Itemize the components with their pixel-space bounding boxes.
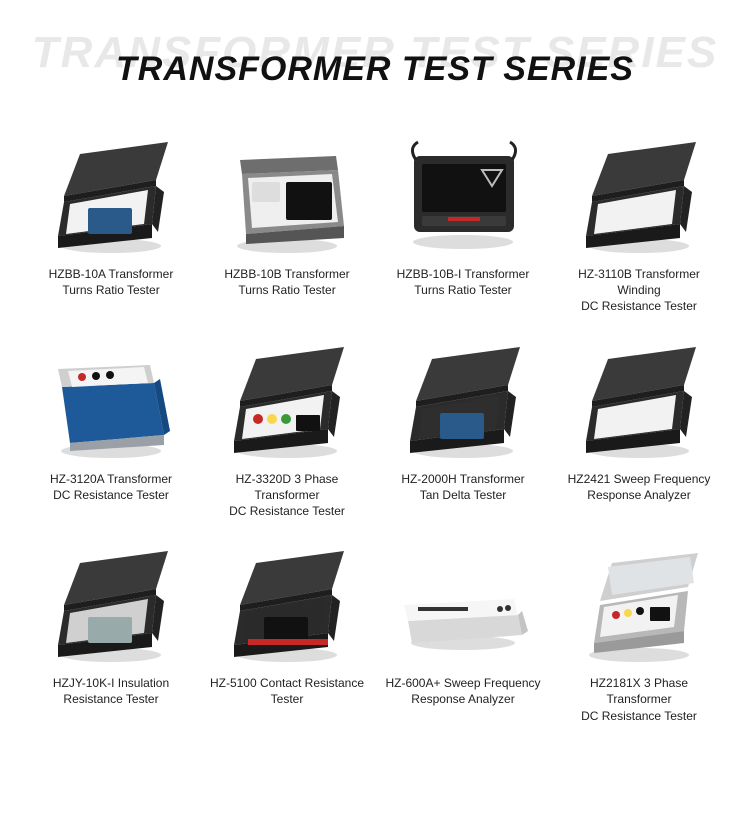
product-caption: HZ-2000H TransformerTan Delta Tester [399, 471, 526, 505]
product-caption: HZ-3110B Transformer WindingDC Resistanc… [556, 266, 722, 315]
product-image [388, 529, 538, 669]
product-image [564, 120, 714, 260]
product-card[interactable]: HZBB-10A TransformerTurns Ratio Tester [28, 120, 194, 315]
product-card[interactable]: HZ2181X 3 Phase TransformerDC Resistance… [556, 529, 722, 724]
product-image [388, 120, 538, 260]
product-caption: HZ-3120A TransformerDC Resistance Tester [48, 471, 174, 505]
product-card[interactable]: HZ-3120A TransformerDC Resistance Tester [28, 325, 194, 520]
product-caption: HZ-3320D 3 Phase TransformerDC Resistanc… [204, 471, 370, 520]
product-image [564, 325, 714, 465]
product-caption: HZ-600A+ Sweep FrequencyResponse Analyze… [383, 675, 542, 709]
product-grid: HZBB-10A TransformerTurns Ratio Tester H… [0, 110, 750, 744]
product-image [212, 325, 362, 465]
product-caption: HZ2421 Sweep FrequencyResponse Analyzer [566, 471, 713, 505]
page-header: TRANSFORMER TEST SERIES TRANSFORMER TEST… [0, 0, 750, 110]
product-caption: HZ-5100 Contact ResistanceTester [208, 675, 366, 709]
product-card[interactable]: HZ-3320D 3 Phase TransformerDC Resistanc… [204, 325, 370, 520]
product-caption: HZJY-10K-I InsulationResistance Tester [51, 675, 171, 709]
product-card[interactable]: HZBB-10B TransformerTurns Ratio Tester [204, 120, 370, 315]
product-card[interactable]: HZ-5100 Contact ResistanceTester [204, 529, 370, 724]
product-caption: HZBB-10A TransformerTurns Ratio Tester [47, 266, 176, 300]
product-card[interactable]: HZ-2000H TransformerTan Delta Tester [380, 325, 546, 520]
product-caption: HZ2181X 3 Phase TransformerDC Resistance… [556, 675, 722, 724]
product-image [388, 325, 538, 465]
product-image [36, 529, 186, 669]
title-foreground: TRANSFORMER TEST SERIES [0, 50, 750, 89]
product-caption: HZBB-10B TransformerTurns Ratio Tester [222, 266, 351, 300]
product-image [212, 120, 362, 260]
product-image [212, 529, 362, 669]
product-image [36, 120, 186, 260]
product-image [36, 325, 186, 465]
product-card[interactable]: HZ-600A+ Sweep FrequencyResponse Analyze… [380, 529, 546, 724]
product-caption: HZBB-10B-I TransformerTurns Ratio Tester [395, 266, 532, 300]
product-card[interactable]: HZBB-10B-I TransformerTurns Ratio Tester [380, 120, 546, 315]
product-card[interactable]: HZ2421 Sweep FrequencyResponse Analyzer [556, 325, 722, 520]
product-image [564, 529, 714, 669]
product-card[interactable]: HZ-3110B Transformer WindingDC Resistanc… [556, 120, 722, 315]
product-card[interactable]: HZJY-10K-I InsulationResistance Tester [28, 529, 194, 724]
